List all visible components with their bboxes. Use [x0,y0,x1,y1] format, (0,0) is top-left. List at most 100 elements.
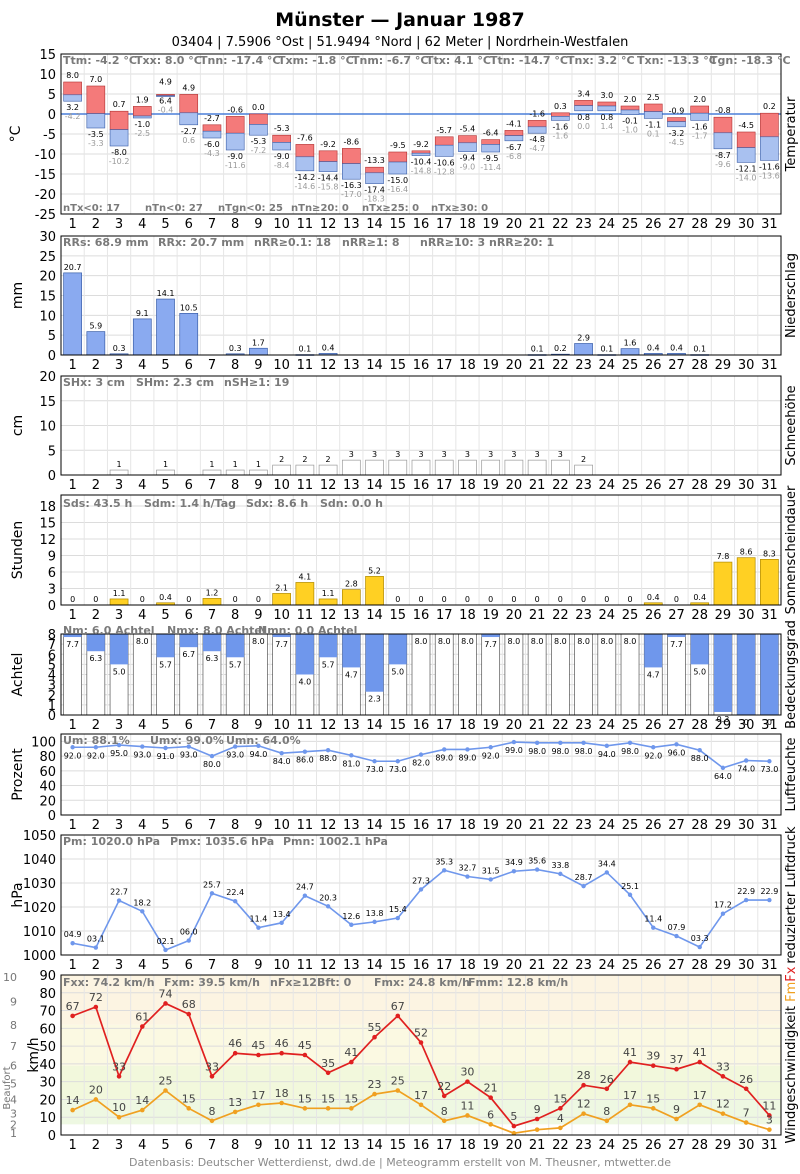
temp-max-bar [597,101,617,107]
pressure-x-tick-label: 25 [622,958,639,973]
humidity-value-label: 98.0 [551,747,569,756]
sunshine-x-tick-label: 27 [668,608,685,623]
precipitation-x-tick-label: 17 [436,358,453,373]
temp-ground-label: -4.7 [529,144,545,153]
humidity-frame [60,733,782,816]
snow-y-tick-label: 10 [39,420,56,435]
cloud-frame-bar [551,633,570,716]
temp-max-bar [342,148,361,164]
beaufort-band [61,1065,781,1100]
pressure-x-tick-label: 30 [738,958,755,973]
temp-max-label: -9.2 [413,140,429,149]
precipitation-bar [179,313,199,356]
wind-fm-point [372,1091,377,1097]
precipitation-stat: nRR≥20: 1 [489,236,554,249]
pressure-value-label: 07.9 [668,923,686,932]
cloud-x-tick-label: 1 [68,718,76,733]
sunshine-x-tick-label: 21 [529,608,546,623]
pressure-point [70,941,75,946]
wind-x-tick-label: 14 [366,1138,383,1153]
wind-fm-point [720,1111,726,1116]
humidity-point [604,743,610,748]
temperature-stat: Ttx: 4.1 °C [426,54,491,67]
pressure-x-tick-label: 7 [208,958,216,973]
cloud-bar [86,634,105,652]
temperature-x-tick-label: 21 [529,217,546,232]
sunshine-value-label: 0 [535,595,540,604]
wind-fx-label: 74 [159,987,173,1000]
snow-bar [272,464,291,476]
cloud-value-label: 0.3 [717,715,730,724]
humidity-x-tick-label: 19 [482,818,499,833]
temp-max-label: 2.0 [693,95,706,104]
humidity-value-label: 89.0 [435,753,453,762]
wind-fm-label: 9 [673,1103,680,1116]
wind-fm-point [116,1114,122,1120]
snow-x-tick-label: 12 [320,478,337,493]
snow-value-label: 3 [418,450,423,459]
temp-max-bar [434,136,454,146]
wind-panel-label-part: Fx [784,966,799,981]
wind-fx-label: 28 [577,1069,591,1082]
cloud-value-label: 8.0 [531,637,544,646]
wind-fm-point [697,1102,703,1108]
temperature-stat-bottom: nTx≥25: 0 [362,203,419,214]
snow-x-tick-label: 3 [115,478,123,493]
humidity-x-tick-label: 1 [68,818,76,833]
temp-max-label: 8.0 [66,71,79,80]
temp-min-label: -1.6 [692,122,708,131]
beaufort-band [61,1124,781,1135]
cloud-value-label: 8.0 [136,637,149,646]
wind-fm-label: 14 [135,1094,149,1107]
humidity-x-tick-label: 14 [366,818,383,833]
humidity-value-label: 92.0 [87,751,105,760]
temp-max-label: 4.9 [182,83,195,92]
temp-min-label: -8.7 [715,151,731,160]
temp-min-label: -14.2 [295,173,316,182]
sunshine-x-tick-label: 8 [231,608,239,623]
cloud-x-tick-label: 24 [599,718,616,733]
sunshine-x-tick-label: 26 [645,608,662,623]
precipitation-bar [620,348,640,356]
temperature-y-tick-label: 15 [39,48,56,63]
wind-fm-label: 8 [441,1105,448,1118]
humidity-point [325,748,331,753]
pressure-point [720,911,726,916]
humidity-x-tick-label: 5 [161,818,169,833]
pressure-y-tick-label: 1000 [23,949,56,964]
wind-fm-point [581,1111,586,1116]
precipitation-value-label: 14.1 [157,289,175,298]
precipitation-bar [574,343,593,356]
snow-x-tick-label: 11 [297,478,314,493]
cloud-value-label: 7.7 [66,640,79,649]
cloud-frame [60,633,782,716]
temp-min-bar [458,142,477,152]
cloud-bar [342,634,361,668]
wind-y-tick-label: 30 [39,1076,56,1091]
temp-min-bar [597,105,617,112]
snow-stat: SHx: 3 cm [63,376,125,389]
temperature-stat-bottom: nTx≥30: 0 [431,203,488,214]
temperature-x-tick-label: 6 [185,217,193,232]
temp-min-bar [527,126,547,134]
pressure-point [442,868,447,873]
snow-value-label: 1 [256,460,261,469]
temperature-y-tick-label: -15 [35,168,56,183]
temperature-x-tick-label: 12 [320,217,337,232]
pressure-y-tick-label: 1040 [23,853,56,868]
temp-max-label: -0.9 [669,107,685,116]
temp-max-label: -5.3 [274,124,290,133]
temp-ground-label: -10.2 [109,157,130,166]
temp-min-label: -9.4 [460,154,476,163]
humidity-point [116,742,122,748]
humidity-point [232,744,238,749]
temp-max-label: -5.7 [436,126,452,135]
temperature-y-tick-label: -5 [43,128,56,143]
temperature-y-tick-label: 0 [48,108,56,123]
temp-min-label: -4.8 [529,135,545,144]
temp-min-bar [481,144,500,153]
temperature-stat: Tnx: 3.2 °C [567,54,635,67]
wind-fx-point [302,1052,308,1058]
humidity-value-label: 86.0 [296,756,314,765]
snow-x-tick-label: 10 [273,478,290,493]
